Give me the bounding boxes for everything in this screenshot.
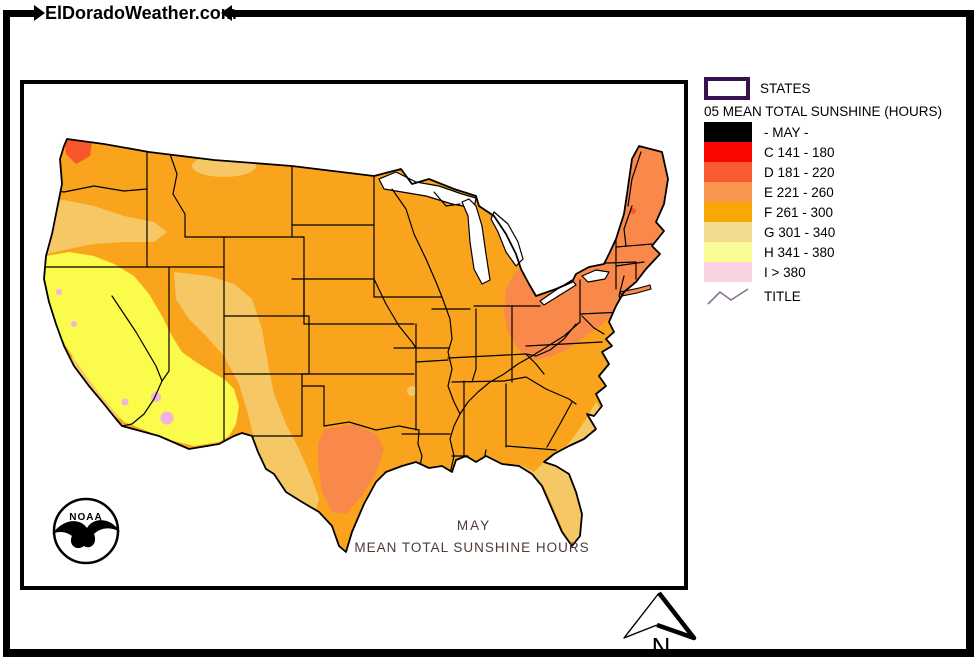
- legend-states-row: STATES: [704, 76, 970, 100]
- page-border-left: [3, 10, 10, 657]
- legend-item: C 141 - 180: [704, 142, 970, 162]
- page-border-right: [966, 10, 974, 657]
- legend-swatch: [704, 142, 752, 162]
- legend-item-label: H 341 - 380: [764, 244, 835, 260]
- title-arrow-left-icon: [221, 5, 232, 21]
- noaa-bird-icon: [52, 520, 120, 549]
- legend-title: 05 MEAN TOTAL SUNSHINE (HOURS): [704, 104, 943, 119]
- legend-title-item: TITLE: [704, 284, 970, 308]
- page-border-top-left-segment: [3, 10, 34, 17]
- legend-item-label: G 301 - 340: [764, 224, 836, 240]
- north-arrow: N: [623, 591, 697, 660]
- legend-swatch: [704, 242, 752, 262]
- legend-swatch: [704, 202, 752, 222]
- noaa-logo: NOAA: [52, 497, 120, 565]
- us-sunshine-map: NOAA MAY MEAN TOTAL SUNSHINE HOURS: [43, 138, 669, 565]
- legend-item-label: E 221 - 260: [764, 184, 834, 200]
- legend-item: E 221 - 260: [704, 182, 970, 202]
- lake-ontario: [581, 269, 610, 283]
- north-arrow-label: N: [652, 632, 671, 660]
- legend-item-label: F 261 - 300: [764, 204, 834, 220]
- legend-swatch: [704, 222, 752, 242]
- region-class-i: [56, 289, 174, 425]
- lake-erie: [539, 279, 577, 306]
- legend-item: F 261 - 300: [704, 202, 970, 222]
- legend-swatch: [704, 262, 752, 282]
- legend-swatch: [704, 122, 752, 142]
- lake-michigan: [461, 198, 491, 285]
- legend-item-label: C 141 - 180: [764, 144, 835, 160]
- title-squiggle-icon: [707, 288, 749, 305]
- great-lakes: [378, 171, 610, 306]
- north-arrow-left-half: [623, 592, 660, 639]
- noaa-logo-text: NOAA: [69, 512, 102, 523]
- states-label: STATES: [760, 80, 811, 96]
- map-caption-line2: MEAN TOTAL SUNSHINE HOURS: [354, 540, 589, 555]
- legend-swatch: [704, 162, 752, 182]
- north-arrow-right-half: [656, 591, 697, 641]
- page-border-bottom: [3, 649, 974, 657]
- site-title: ElDoradoWeather.com: [45, 3, 237, 23]
- legend-item: D 181 - 220: [704, 162, 970, 182]
- us-outline: [43, 138, 669, 553]
- legend-item-label: - MAY -: [764, 124, 809, 140]
- legend-item: I > 380: [704, 262, 970, 282]
- legend-title-item-label: TITLE: [764, 288, 801, 304]
- lake-superior: [378, 171, 477, 209]
- legend-item-label: I > 380: [764, 264, 806, 280]
- legend-item: - MAY -: [704, 122, 970, 142]
- legend-item: H 341 - 380: [704, 242, 970, 262]
- legend-item: G 301 - 340: [704, 222, 970, 242]
- region-class-g: [44, 155, 602, 546]
- legend: STATES 05 MEAN TOTAL SUNSHINE (HOURS) - …: [704, 76, 970, 308]
- map-caption-line1: MAY: [457, 518, 491, 533]
- title-arrow-right-icon: [34, 5, 45, 21]
- states-outline-swatch: [704, 76, 750, 100]
- map-frame: NOAA MAY MEAN TOTAL SUNSHINE HOURS: [20, 80, 688, 590]
- us-landmass: [44, 139, 668, 552]
- legend-item-label: D 181 - 220: [764, 164, 835, 180]
- page-border-top-right-segment: [232, 10, 966, 17]
- legend-swatch: [704, 182, 752, 202]
- region-class-h: [44, 252, 239, 446]
